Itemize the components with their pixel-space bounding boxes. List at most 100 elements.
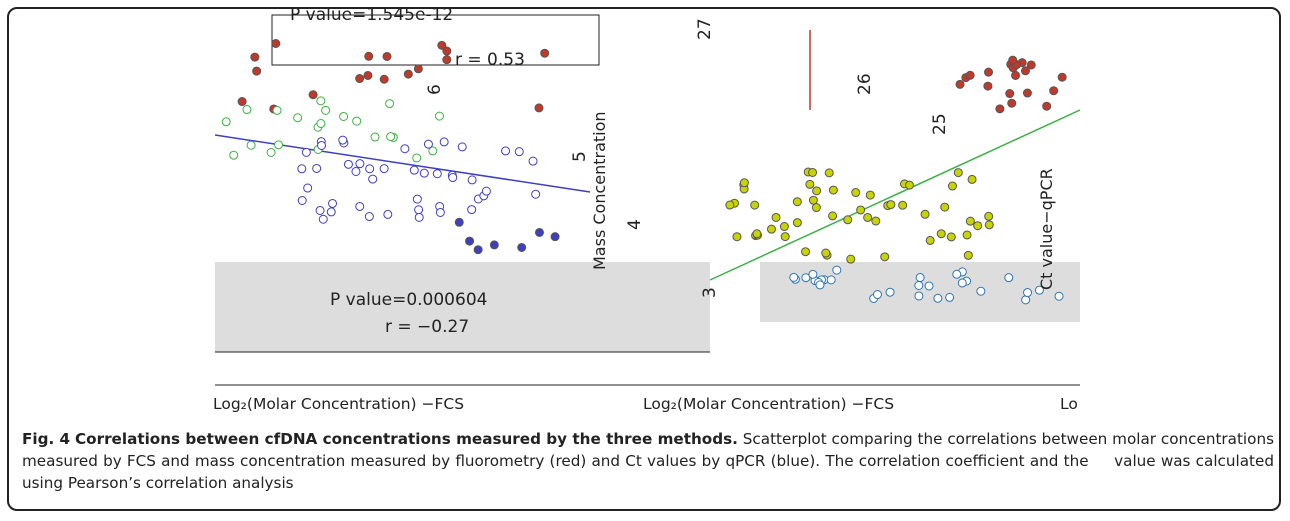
scatter-dot	[846, 254, 856, 264]
scatter-dot	[965, 216, 975, 226]
scatter-dot	[272, 105, 282, 115]
scatter-dot	[936, 229, 946, 239]
scatter-dot	[953, 168, 963, 178]
scatter-dot	[779, 222, 789, 232]
scatter-dot	[252, 66, 262, 76]
x-axis-title: Lo	[1060, 395, 1078, 413]
scatter-dot	[531, 189, 541, 199]
scatter-dot	[1054, 291, 1064, 301]
scatter-dot	[955, 79, 965, 89]
scatter-dot	[1057, 72, 1067, 82]
scatter-dot	[957, 278, 967, 288]
scatter-dot	[967, 174, 977, 184]
stat-p: P value=1.545e-12	[290, 5, 453, 25]
scatter-dot	[872, 290, 882, 300]
scatter-dot	[434, 111, 444, 121]
scatter-dot	[355, 201, 365, 211]
scatter-dot	[828, 211, 838, 221]
scatter-dot	[428, 146, 438, 156]
scatter-dot	[976, 286, 986, 296]
scatter-dot	[271, 39, 281, 49]
scatter-dot	[293, 113, 303, 123]
scatter-dot	[540, 48, 550, 58]
scatter-dot	[914, 280, 924, 290]
figure-frame	[7, 7, 1281, 511]
scatter-dot	[828, 185, 838, 195]
scatter-dot	[250, 52, 260, 62]
scatter-dot	[303, 183, 313, 193]
scatter-dot	[414, 205, 424, 215]
scatter-dot	[318, 214, 328, 224]
scatter-dot	[1026, 60, 1036, 70]
tick-label: 3	[700, 287, 720, 298]
scatter-dot	[364, 51, 374, 61]
scatter-dot	[229, 150, 239, 160]
scatter-dot	[501, 146, 511, 156]
scatter-dot	[379, 74, 389, 84]
scatter-dot	[297, 164, 307, 174]
scatter-dot	[933, 293, 943, 303]
scatter-dot	[316, 119, 326, 129]
scatter-dot	[812, 186, 822, 196]
scatter-dot	[423, 139, 433, 149]
scatter-dot	[808, 195, 818, 205]
scatter-dot	[1023, 288, 1033, 298]
scatter-dot	[983, 81, 993, 91]
scatter-dot	[965, 70, 975, 80]
scatter-dot	[308, 90, 318, 100]
scatter-dot	[1005, 89, 1015, 99]
scatter-dot	[514, 147, 524, 157]
scatter-dot	[1004, 273, 1014, 283]
scatter-dot	[481, 186, 491, 196]
scatter-dot	[442, 46, 452, 56]
scatter-dot	[338, 135, 348, 145]
x-axis-title: Log₂(Molar Concentration) −FCS	[213, 395, 464, 413]
scatter-dot	[266, 147, 276, 157]
scatter-dot	[963, 250, 973, 260]
axis-title: Mass Concentration	[590, 111, 609, 270]
scatter-dot	[886, 200, 896, 210]
scatter-dot	[946, 232, 956, 242]
scatter-dot	[465, 236, 475, 246]
scatter-dot	[914, 291, 924, 301]
scatter-dot	[805, 179, 815, 189]
scatter-dot	[952, 269, 962, 279]
scatter-dot	[489, 240, 499, 250]
scatter-dot	[221, 117, 231, 127]
scatter-dot	[448, 173, 458, 183]
scatter-dot	[732, 232, 742, 242]
tick-label: 26	[855, 73, 875, 95]
scatter-dot	[297, 196, 307, 206]
scatter-dot	[312, 163, 322, 173]
scatter-panels	[214, 14, 1081, 386]
scatter-dot	[473, 245, 483, 255]
scatter-dot	[365, 164, 375, 174]
scatter-dot	[246, 140, 256, 150]
scatter-dot	[915, 273, 925, 283]
scatter-dot	[1008, 55, 1018, 65]
scatter-dot	[924, 281, 934, 291]
scatter-dot	[534, 103, 544, 113]
scatter-dot	[379, 164, 389, 174]
scatter-dot	[352, 116, 362, 126]
scatter-dot	[905, 180, 915, 190]
scatter-dot	[403, 69, 413, 79]
scatter-dot	[752, 229, 762, 239]
scatter-dot	[792, 218, 802, 228]
scatter-dot	[920, 209, 930, 219]
scatter-dot	[339, 111, 349, 121]
scatter-dot	[355, 159, 365, 169]
scatter-dot	[940, 202, 950, 212]
scatter-dot	[771, 212, 781, 222]
tick-label: 5	[570, 151, 590, 162]
scatter-dot	[328, 198, 338, 208]
scatter-dot	[321, 105, 331, 115]
scatter-dot	[242, 105, 252, 115]
scatter-dot	[435, 207, 445, 217]
scatter-dot	[725, 200, 735, 210]
scatter-dot	[432, 169, 442, 179]
scatter-dot	[1022, 88, 1032, 98]
scatter-dot	[801, 273, 811, 283]
scatter-dot	[995, 104, 1005, 114]
